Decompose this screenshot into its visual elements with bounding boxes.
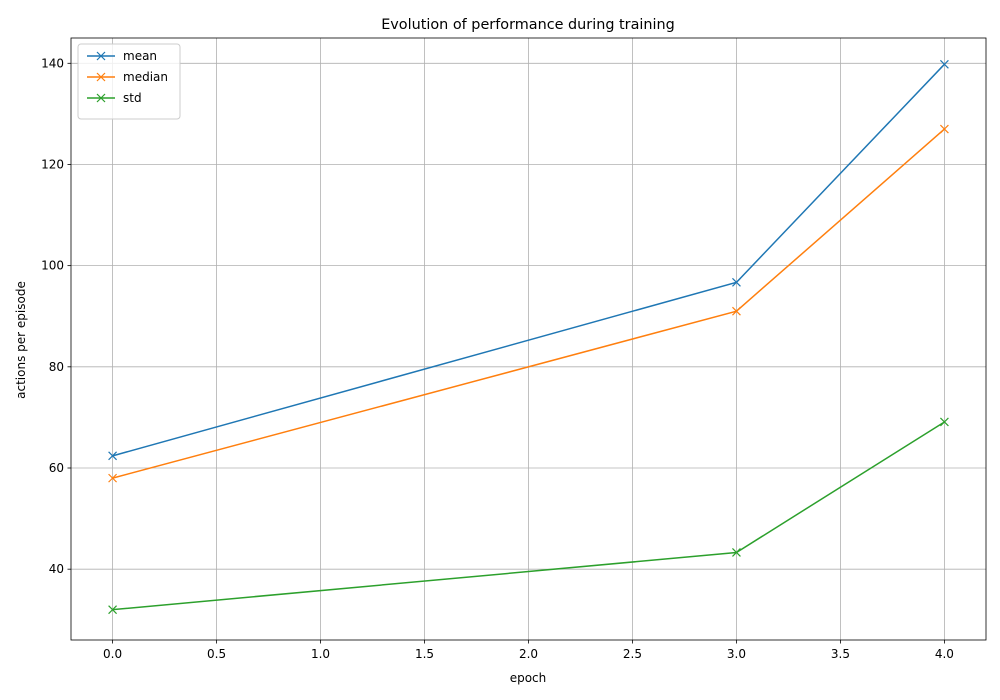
legend-marker [96,93,106,103]
x-tick-label: 1.5 [415,647,434,661]
legend-marker [96,51,106,61]
legend-label-mean: mean [123,49,157,63]
data-point-mean [732,277,741,287]
data-point-std [939,417,949,427]
y-tick-label: 40 [49,562,64,576]
marker-stroke [108,473,118,483]
data-point-std [732,548,741,557]
data-point-median [939,124,949,134]
legend-label-std: std [123,91,142,105]
data-point-median [732,306,741,316]
x-tick-label: 1.0 [311,647,330,661]
marker-stroke [732,277,741,287]
legend-marker [96,72,106,82]
marker-stroke [108,605,118,615]
ticks: 0.0 0.5 1.0 1.5 2.0 2.5 3.0 3.5 4.0 40 60 80 100 120 1… [41,56,954,661]
marker-stroke [732,548,741,557]
y-tick-label: 80 [49,360,64,374]
y-axis-label: actions per episode [14,281,28,399]
y-tick-label: 140 [41,56,64,70]
data-point-mean [108,451,118,461]
x-axis-label: epoch [510,671,547,685]
legend-label-median: median [123,70,168,84]
x-tick-label: 4.0 [935,647,954,661]
x-tick-label: 2.0 [519,647,538,661]
series-layer [108,59,949,615]
x-tick-label: 3.5 [831,647,850,661]
chart-title: Evolution of performance during training [381,17,675,33]
x-tick-label: 0.5 [207,647,226,661]
marker-stroke [939,59,949,69]
grid [71,38,986,640]
legend: mean median std [77,43,181,120]
data-point-mean [939,59,949,69]
y-tick-label: 120 [41,157,64,171]
y-tick-label: 60 [49,461,64,475]
data-point-std [108,605,118,615]
x-tick-label: 2.5 [623,647,642,661]
y-tick-label: 100 [41,259,64,273]
marker-stroke [939,124,949,134]
marker-stroke [108,451,118,461]
marker-stroke [939,417,949,427]
marker-stroke [732,306,741,316]
x-tick-label: 0.0 [103,647,122,661]
x-tick-label: 3.0 [727,647,746,661]
data-point-median [108,473,118,483]
